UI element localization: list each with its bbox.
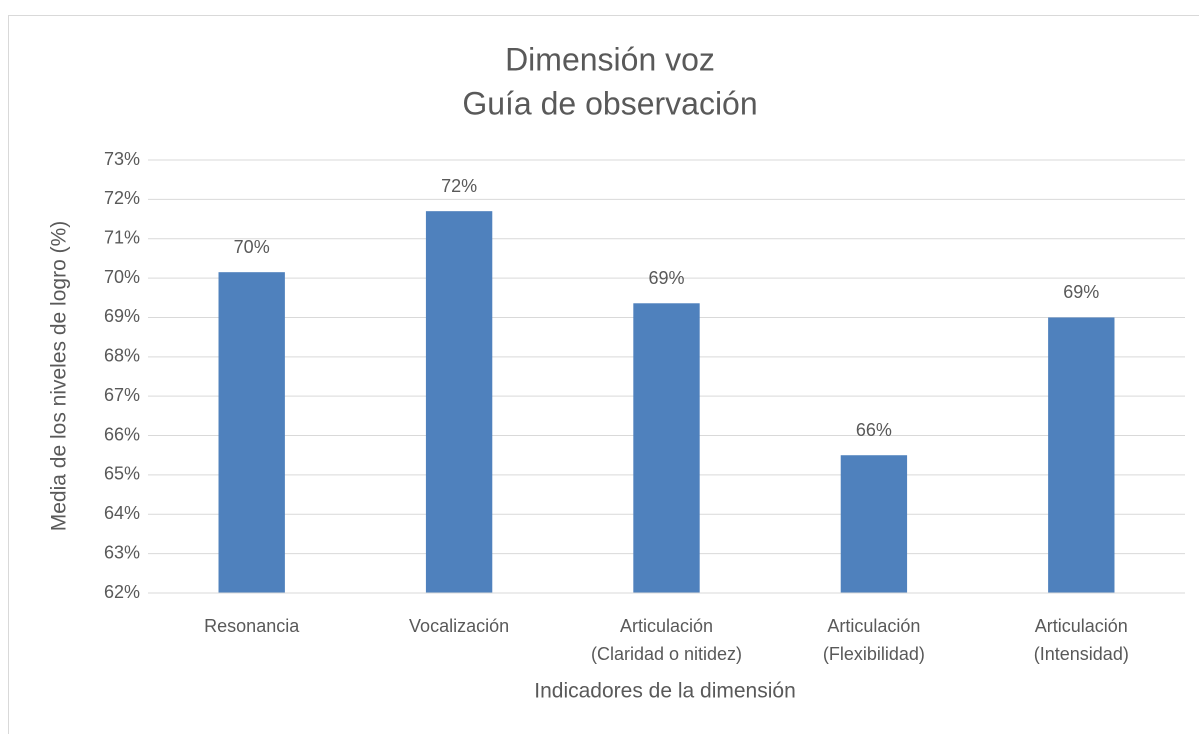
y-tick-label: 70% xyxy=(104,267,140,287)
x-tick-label: Articulación (Flexibilidad) xyxy=(823,616,925,664)
y-tick-label: 63% xyxy=(104,542,140,562)
y-axis-title: Media de los niveles de logro (%) xyxy=(48,221,71,532)
y-tick-label: 69% xyxy=(104,306,140,326)
data-label: 70% xyxy=(234,237,270,257)
bar xyxy=(1048,317,1115,593)
y-tick-label: 72% xyxy=(104,188,140,208)
x-axis-title: Indicadores de la dimensión xyxy=(534,680,796,703)
y-tick-label: 73% xyxy=(104,149,140,169)
y-tick-label: 68% xyxy=(104,346,140,366)
y-tick-label: 67% xyxy=(104,385,140,405)
bar xyxy=(425,211,493,593)
bar xyxy=(218,272,285,593)
y-tick-label: 71% xyxy=(104,227,140,247)
x-tick-label: Articulación (Claridad o nitidez) xyxy=(591,616,742,664)
x-tick-label: Articulación (Intensidad) xyxy=(1034,616,1129,664)
data-label: 66% xyxy=(856,420,892,440)
chart-frame xyxy=(8,15,1199,734)
x-tick-label: Vocalización xyxy=(409,616,509,636)
y-tick-label: 62% xyxy=(104,582,140,602)
bar xyxy=(840,455,908,593)
x-tick-label: Resonancia xyxy=(204,616,300,636)
bar xyxy=(633,303,700,593)
data-label: 69% xyxy=(1063,282,1099,302)
data-label: 72% xyxy=(441,176,477,196)
y-tick-label: 66% xyxy=(104,424,140,444)
y-tick-label: 64% xyxy=(104,503,140,523)
y-tick-label: 65% xyxy=(104,464,140,484)
data-label: 69% xyxy=(648,268,684,288)
chart-title: Dimensión voz xyxy=(505,41,715,77)
chart-subtitle: Guía de observación xyxy=(462,85,757,121)
